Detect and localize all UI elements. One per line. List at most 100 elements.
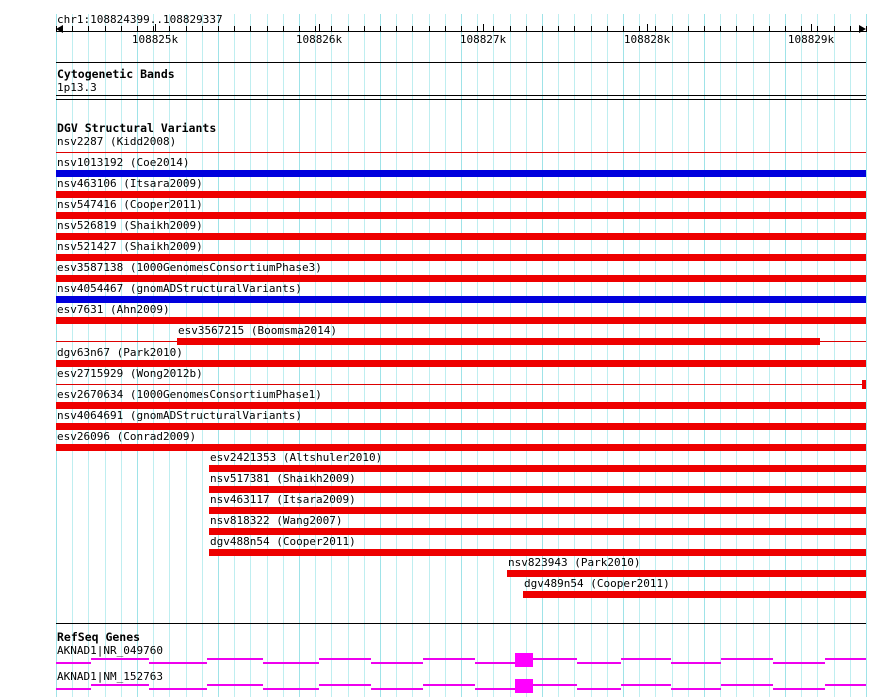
variant-bar[interactable] <box>523 591 866 598</box>
variant-bar[interactable] <box>56 170 866 177</box>
variant-bar[interactable] <box>56 275 866 282</box>
gene-intron-line <box>149 662 207 664</box>
variant-label[interactable]: nsv823943 (Park2010) <box>508 556 641 569</box>
grid-line <box>396 14 397 697</box>
gene-exon-block[interactable] <box>515 653 533 667</box>
variant-bar-tip[interactable] <box>862 380 866 389</box>
variant-label[interactable]: esv3587138 (1000GenomesConsortiumPhase3) <box>57 261 322 274</box>
variant-bar[interactable] <box>56 152 866 153</box>
gene-intron-line <box>371 662 423 664</box>
grid-line <box>250 14 251 697</box>
variant-bar[interactable] <box>209 528 866 535</box>
gene-label[interactable]: AKNAD1|NR_049760 <box>57 644 163 657</box>
grid-line <box>510 14 511 697</box>
gene-intron-line <box>423 658 475 660</box>
variant-bar[interactable] <box>177 338 820 345</box>
variant-label[interactable]: nsv521427 (Shaikh2009) <box>57 240 203 253</box>
variant-label[interactable]: dgv488n54 (Cooper2011) <box>210 535 356 548</box>
variant-label[interactable]: esv2421353 (Altshuler2010) <box>210 451 383 464</box>
grid-line <box>364 14 365 697</box>
grid-line <box>866 14 867 697</box>
ruler-tick <box>429 26 430 32</box>
ruler-tick <box>639 26 640 32</box>
ruler-tick <box>477 26 478 32</box>
variant-bar[interactable] <box>56 212 866 219</box>
variant-bar[interactable] <box>209 549 866 556</box>
ruler-tick <box>542 26 543 32</box>
gene-intron-line <box>621 684 671 686</box>
ruler-tick <box>704 26 705 32</box>
section-divider <box>56 62 866 63</box>
ruler-tick <box>493 26 494 32</box>
ruler-tick <box>720 26 721 32</box>
cytogenetic-bands-title: Cytogenetic Bands <box>57 67 175 81</box>
variant-bar[interactable] <box>56 402 866 409</box>
ruler-tick <box>445 26 446 32</box>
ruler-left-arrow-icon[interactable] <box>56 25 63 33</box>
ruler[interactable]: chr1:108824399..108829337 108825k 108826k… <box>0 0 890 48</box>
ruler-right-arrow-icon[interactable] <box>859 25 866 33</box>
variant-label[interactable]: esv26096 (Conrad2009) <box>57 430 197 443</box>
gene-intron-line <box>207 658 263 660</box>
variant-bar[interactable] <box>209 507 866 514</box>
gene-intron-line <box>319 684 371 686</box>
variant-label[interactable]: nsv463117 (Itsara2009) <box>210 493 356 506</box>
grid-line <box>461 14 462 697</box>
gene-intron-line <box>825 684 866 686</box>
ruler-tick-label: 108829k <box>787 33 835 46</box>
gene-intron-line <box>263 662 319 664</box>
variant-bar[interactable] <box>56 296 866 303</box>
variant-bar[interactable] <box>56 233 866 240</box>
variant-bar[interactable] <box>507 570 866 577</box>
variant-bar[interactable] <box>209 465 866 472</box>
variant-label[interactable]: dgv489n54 (Cooper2011) <box>524 577 670 590</box>
variant-label[interactable]: esv2670634 (1000GenomesConsortiumPhase1) <box>57 388 322 401</box>
variant-bar[interactable] <box>56 254 866 261</box>
variant-bar[interactable] <box>56 444 866 451</box>
variant-bar[interactable] <box>56 360 866 367</box>
variant-label[interactable]: nsv517381 (Shaikh2009) <box>210 472 356 485</box>
cytoband-label[interactable]: 1p13.3 <box>57 81 97 94</box>
variant-bar[interactable] <box>56 191 866 198</box>
variant-label[interactable]: nsv547416 (Cooper2011) <box>57 198 203 211</box>
ruler-tick <box>364 26 365 32</box>
variant-label[interactable]: nsv4064691 (gnomADStructuralVariants) <box>57 409 303 422</box>
gene-label[interactable]: AKNAD1|NM_152763 <box>57 670 163 683</box>
variant-label[interactable]: nsv4054467 (gnomADStructuralVariants) <box>57 282 303 295</box>
variant-bar[interactable] <box>56 423 866 430</box>
gene-intron-line <box>475 688 515 690</box>
section-divider <box>56 95 866 96</box>
gene-intron-line <box>671 662 721 664</box>
variant-label[interactable]: esv7631 (Ahn2009) <box>57 303 170 316</box>
grid-line <box>267 14 268 697</box>
ruler-tick <box>461 26 462 32</box>
ruler-tick <box>186 26 187 32</box>
variant-label[interactable]: nsv526819 (Shaikh2009) <box>57 219 203 232</box>
gene-intron-line <box>577 662 621 664</box>
ruler-tick <box>801 26 802 32</box>
variant-label[interactable]: nsv1013192 (Coe2014) <box>57 156 190 169</box>
ruler-tick <box>412 26 413 32</box>
variant-label[interactable]: nsv463106 (Itsara2009) <box>57 177 203 190</box>
ruler-tick <box>153 26 154 32</box>
variant-label[interactable]: nsv818322 (Wang2007) <box>210 514 343 527</box>
variant-bar[interactable] <box>209 486 866 493</box>
variant-label[interactable]: esv2715929 (Wong2012b) <box>57 367 203 380</box>
gene-exon-block[interactable] <box>515 679 533 693</box>
ruler-tick <box>850 26 851 32</box>
gene-intron-line <box>475 662 515 664</box>
variant-label[interactable]: esv3567215 (Boomsma2014) <box>178 324 337 337</box>
ruler-tick <box>591 26 592 32</box>
variant-label[interactable]: nsv2287 (Kidd2008) <box>57 135 177 148</box>
gene-intron-line <box>773 688 825 690</box>
ruler-tick <box>655 26 656 32</box>
variant-label[interactable]: dgv63n67 (Park2010) <box>57 346 183 359</box>
gene-intron-line <box>423 684 475 686</box>
grid-line <box>493 14 494 697</box>
section-divider <box>56 623 866 624</box>
variant-bar[interactable] <box>56 384 862 385</box>
gene-intron-line <box>91 684 149 686</box>
variant-bar[interactable] <box>56 317 866 324</box>
grid-line <box>202 14 203 697</box>
ruler-tick <box>267 26 268 32</box>
